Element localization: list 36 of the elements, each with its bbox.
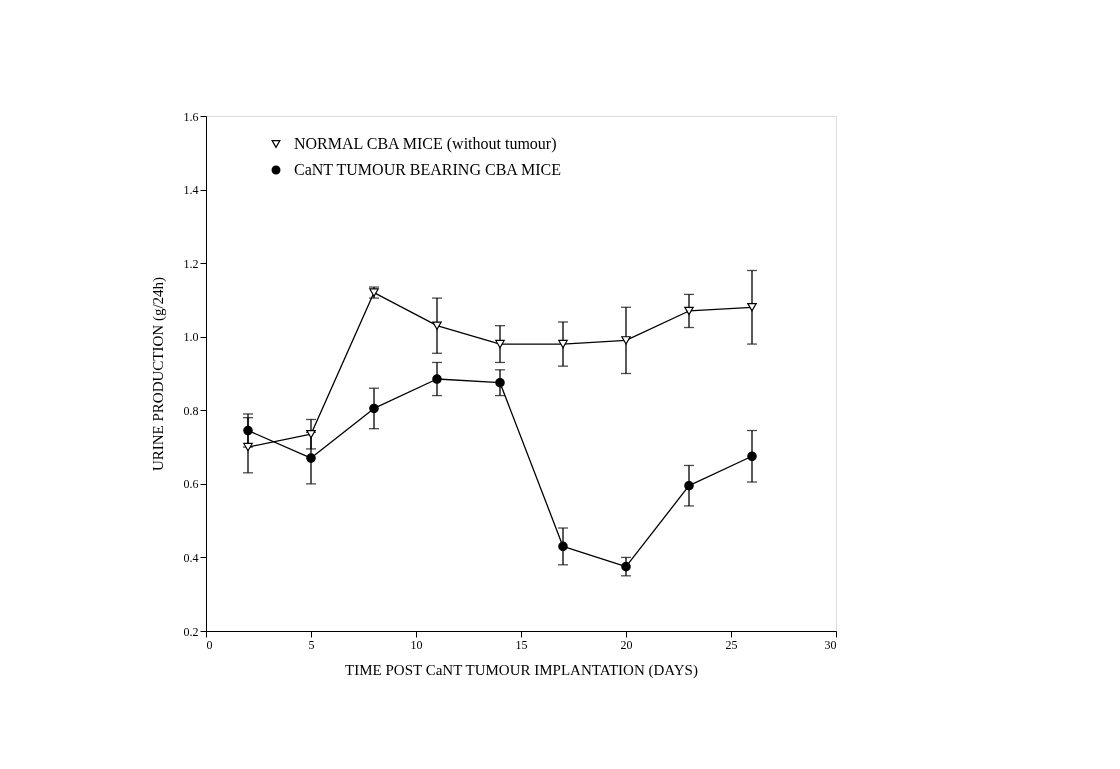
point <box>684 480 694 491</box>
point <box>684 306 694 316</box>
legend-label: CaNT TUMOUR BEARING CBA MICE <box>294 161 561 178</box>
y-tick-label: 1.4 <box>183 183 199 198</box>
point <box>369 403 379 414</box>
point <box>432 374 442 384</box>
y-axis-title: URINE PRODUCTION (g/24h) <box>149 276 167 472</box>
point <box>621 561 631 572</box>
y-tick-label: 0.4 <box>183 550 199 565</box>
point <box>495 377 505 388</box>
point <box>558 339 568 349</box>
x-tick-label: 0 <box>206 637 213 652</box>
point <box>558 541 568 552</box>
point <box>306 429 316 439</box>
point <box>243 425 253 436</box>
point <box>306 453 316 463</box>
point <box>747 451 757 462</box>
x-axis-title: TIME POST CaNT TUMOUR IMPLANTATION (DAYS) <box>345 661 698 679</box>
point <box>432 321 442 330</box>
x-tick-label: 10 <box>410 637 423 652</box>
y-tick-label: 1.0 <box>183 330 199 345</box>
x-tick-label: 25 <box>725 637 738 652</box>
y-tick-label: 1.6 <box>183 109 199 124</box>
point <box>243 442 253 452</box>
x-tick-label: 30 <box>824 637 837 652</box>
y-tick-label: 0.2 <box>183 624 199 639</box>
y-tick-label: 1.2 <box>183 256 199 271</box>
y-tick-label: 0.6 <box>183 477 199 492</box>
point <box>495 339 505 349</box>
x-tick-label: 15 <box>515 637 528 652</box>
legend-label: NORMAL CBA MICE (without tumour) <box>294 135 557 153</box>
point <box>747 303 757 312</box>
x-tick-label: 5 <box>308 637 315 652</box>
x-tick-label: 20 <box>620 637 633 652</box>
point <box>621 336 631 345</box>
y-tick-label: 0.8 <box>183 403 199 418</box>
